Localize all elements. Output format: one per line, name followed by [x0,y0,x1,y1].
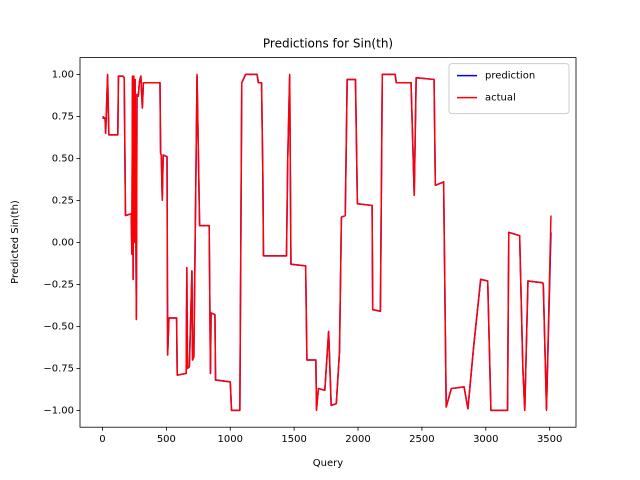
chart-title: Predictions for Sin(th) [263,37,393,51]
y-tick-label: −0.50 [43,321,74,332]
y-axis-label: Predicted Sin(th) [10,200,21,284]
x-tick-label: 500 [157,434,176,445]
y-tick-label: 1.00 [52,69,74,80]
x-tick-label: 3000 [473,434,498,445]
x-tick-label: 1000 [218,434,243,445]
legend-label: prediction [485,71,535,82]
y-tick-label: 0.50 [52,153,74,164]
x-tick-label: 0 [99,434,105,445]
plot-frame [79,57,577,428]
x-tick-label: 2000 [345,434,370,445]
series-line [102,73,552,412]
legend: prediction actual [448,63,570,115]
x-axis-label: Query [313,458,343,469]
legend-label: actual [485,93,516,104]
legend-box [448,63,570,115]
y-tick-label: −0.25 [43,279,74,290]
y-tick-label: 0.00 [52,237,74,248]
y-tick-label: 0.75 [52,111,74,122]
x-tick-label: 2500 [409,434,434,445]
y-tick-label: 0.25 [52,195,74,206]
x-tick-label: 1500 [281,434,306,445]
y-tick-label: −1.00 [43,405,74,416]
y-tick-label: −0.75 [43,363,74,374]
x-tick-label: 3500 [537,434,562,445]
